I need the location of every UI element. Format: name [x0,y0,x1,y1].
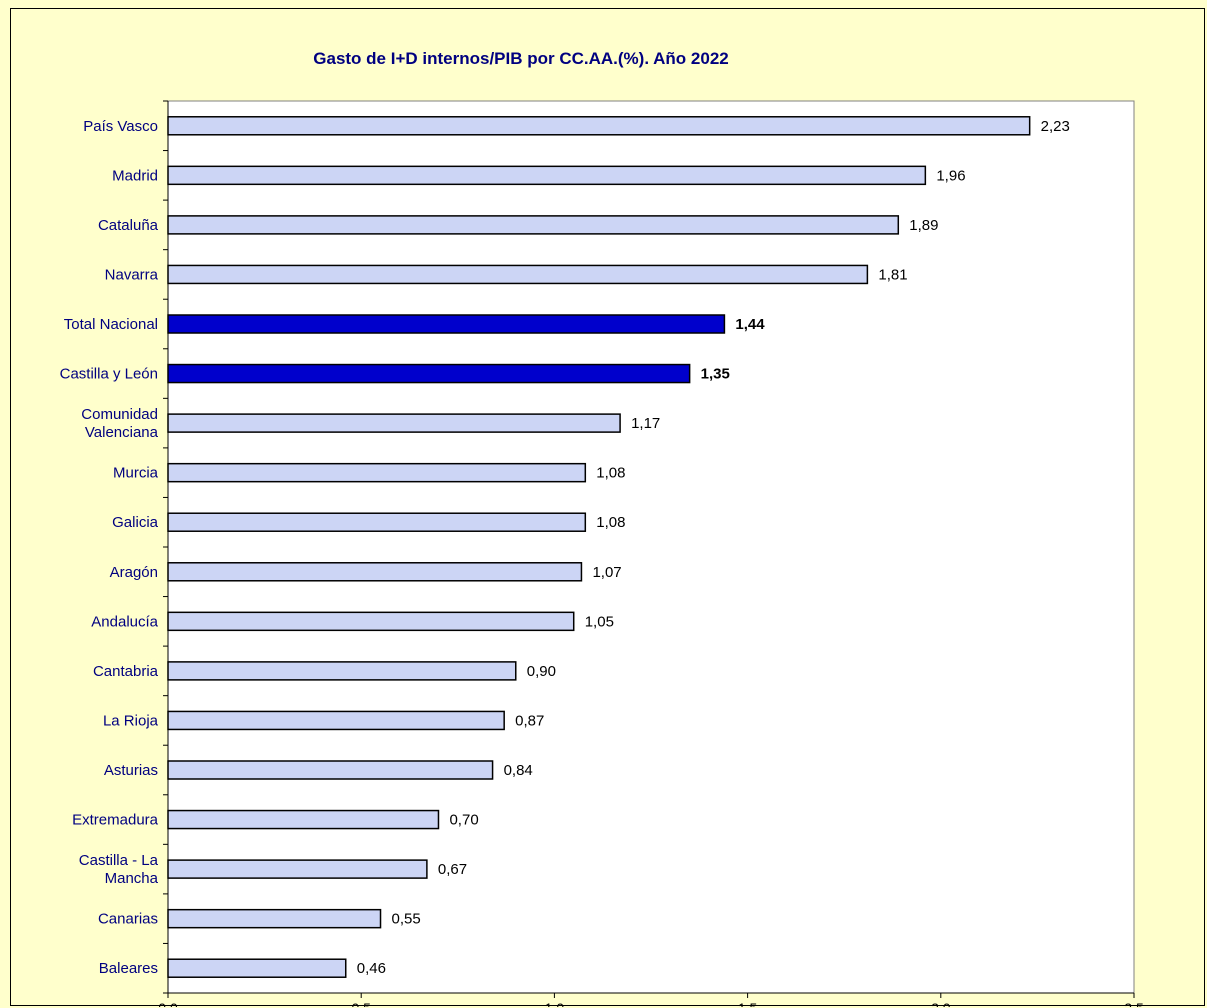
category-label: Madrid [112,167,158,184]
value-label: 1,35 [701,366,730,383]
bar [167,363,691,384]
value-label: 0,55 [392,911,421,928]
x-tick-label: 0,5 [351,1000,371,1007]
bar [167,710,505,731]
bar [167,264,869,285]
category-label: Castilla y León [60,366,158,383]
bar [167,760,494,780]
category-label: Baleares [99,960,158,977]
category-label: Asturias [104,762,158,779]
bar [167,809,440,830]
x-tick-label: 1,0 [545,1000,565,1007]
x-tick-label: 2,5 [1124,1000,1144,1007]
category-label: La Rioja [103,712,159,729]
category-label: Cantabria [93,663,159,680]
value-label: 0,90 [527,663,556,680]
bar [167,512,587,532]
value-label: 0,67 [438,861,467,878]
value-label: 1,96 [936,167,965,184]
bar-chart: 2,23 País Vasco 1,96 Madrid 1,89 Cataluña 1,81… [60,100,1144,1007]
category-label: Galicia [112,514,159,531]
bar [167,908,382,929]
value-label: 1,44 [735,316,765,333]
value-label: 1,07 [592,564,621,581]
category-label: Total Nacional [64,316,158,333]
category-label: País Vasco [83,118,158,135]
value-label: 0,46 [357,960,386,977]
bar [167,215,900,235]
category-label: Castilla - La Mancha [79,852,159,887]
axis-layer [163,100,1135,998]
category-label: Navarra [105,266,159,283]
category-label: Comunidad Valenciana [81,406,158,441]
value-label: 1,05 [585,613,614,630]
x-tick-label: 0,0 [158,1000,178,1007]
value-label: 1,08 [596,465,625,482]
category-label: Extremadura [72,812,159,829]
category-label: Andalucía [91,613,158,630]
plot-area [167,100,1135,994]
x-tick-label: 2,0 [931,1000,951,1007]
category-label: Aragón [110,564,158,581]
bar [167,116,1031,136]
bar [167,661,517,681]
value-label: 1,81 [878,266,907,283]
value-label: 0,87 [515,712,544,729]
value-label: 1,17 [631,415,660,432]
value-label: 0,84 [504,762,533,779]
chart-title: Gasto de I+D internos/PIB por CC.AA.(%).… [313,49,729,68]
bar [167,859,428,879]
value-label: 2,23 [1041,118,1070,135]
bar [167,562,583,582]
x-tick-label: 1,5 [738,1000,758,1007]
value-label: 1,08 [596,514,625,531]
bar [167,611,575,632]
labels-layer: 2,23 País Vasco 1,96 Madrid 1,89 Cataluña 1,81… [60,118,1144,1007]
category-label: Canarias [98,911,158,928]
chart-frame: Gasto de I+D internos/PIB por CC.AA.(%).… [10,8,1205,1007]
category-label: Cataluña [98,217,159,234]
bar [167,314,726,334]
category-label: Murcia [113,465,159,482]
bar [167,413,621,433]
value-label: 0,70 [449,812,478,829]
bar [167,462,587,483]
bar [167,165,927,186]
bar [167,958,347,978]
value-label: 1,89 [909,217,938,234]
